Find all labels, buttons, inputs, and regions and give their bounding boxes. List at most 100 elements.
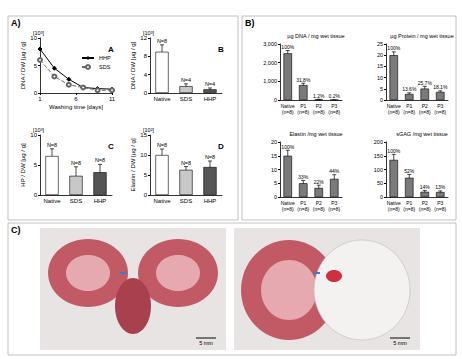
svg-text:0: 0	[380, 97, 383, 103]
svg-text:Native: Native	[153, 198, 171, 204]
svg-text:10: 10	[271, 167, 277, 173]
svg-text:[10²]: [10²]	[143, 127, 154, 133]
svg-text:15: 15	[271, 153, 277, 159]
svg-text:Native: Native	[43, 198, 61, 204]
svg-text:(n=8): (n=8)	[434, 109, 446, 115]
svg-text:0: 0	[274, 194, 277, 200]
svg-text:5 mm: 5 mm	[199, 340, 213, 346]
svg-text:C): C)	[11, 225, 21, 235]
svg-text:6: 6	[74, 96, 78, 102]
svg-text:(n=8): (n=8)	[328, 206, 340, 212]
svg-text:4: 4	[144, 72, 148, 78]
svg-text:SDS: SDS	[70, 198, 82, 204]
svg-text:[10³]: [10³]	[143, 30, 154, 36]
svg-text:HHP: HHP	[204, 96, 217, 102]
svg-text:8: 8	[144, 53, 148, 59]
svg-text:(n=8): (n=8)	[403, 109, 415, 115]
svg-text:13%: 13%	[435, 184, 446, 190]
svg-text:1,000: 1,000	[263, 78, 277, 84]
svg-text:(n=8): (n=8)	[297, 206, 309, 212]
svg-text:25: 25	[377, 41, 383, 47]
svg-text:Elastin / DW [µg / g]: Elastin / DW [µg / g]	[130, 138, 136, 191]
svg-text:33%: 33%	[298, 174, 309, 180]
svg-text:(n=8): (n=8)	[297, 109, 309, 115]
svg-text:0: 0	[34, 90, 38, 96]
svg-text:B): B)	[245, 18, 255, 28]
svg-text:(n=8): (n=8)	[282, 206, 294, 212]
svg-text:µg Protein / mg wet tissue: µg Protein / mg wet tissue	[390, 33, 453, 39]
svg-text:C: C	[108, 142, 114, 151]
svg-text:D: D	[218, 142, 224, 151]
svg-text:(n=8): (n=8)	[388, 109, 400, 115]
svg-text:0: 0	[144, 90, 148, 96]
svg-text:0.2%: 0.2%	[329, 93, 341, 99]
svg-text:[10³]: [10³]	[33, 127, 44, 133]
svg-text:100%: 100%	[281, 144, 294, 150]
svg-text:(n=8): (n=8)	[313, 206, 325, 212]
svg-text:5: 5	[34, 63, 38, 69]
svg-text:N=8: N=8	[205, 154, 215, 160]
svg-text:SDS: SDS	[180, 96, 192, 102]
svg-text:Native: Native	[153, 96, 171, 102]
svg-text:1: 1	[38, 96, 42, 102]
svg-text:5: 5	[144, 172, 148, 178]
svg-text:20: 20	[271, 139, 277, 145]
svg-text:sGAG /mg wet tissue: sGAG /mg wet tissue	[396, 131, 448, 137]
svg-text:(n=8): (n=8)	[434, 206, 446, 212]
svg-text:(n=8): (n=8)	[419, 109, 431, 115]
svg-text:11: 11	[109, 96, 116, 102]
svg-text:100%: 100%	[387, 45, 400, 51]
svg-text:2,000: 2,000	[263, 60, 277, 66]
svg-text:31.8%: 31.8%	[296, 77, 311, 83]
svg-text:N=8: N=8	[157, 38, 167, 44]
svg-text:N=8: N=8	[47, 142, 57, 148]
svg-text:A): A)	[11, 18, 21, 28]
svg-text:0: 0	[380, 194, 383, 200]
svg-text:B: B	[218, 45, 224, 54]
svg-text:HHP: HHP	[204, 198, 217, 204]
svg-text:SDS: SDS	[180, 198, 192, 204]
svg-text:25.7%: 25.7%	[418, 80, 433, 86]
svg-text:100%: 100%	[387, 148, 400, 154]
svg-text:N=8: N=8	[71, 160, 81, 166]
svg-text:10: 10	[377, 75, 383, 81]
svg-text:20: 20	[377, 52, 383, 58]
svg-text:1.2%: 1.2%	[313, 93, 325, 99]
svg-text:200: 200	[374, 139, 383, 145]
svg-text:HHP: HHP	[94, 198, 107, 204]
svg-text:3,000: 3,000	[263, 41, 277, 47]
svg-text:HHP: HHP	[99, 55, 111, 61]
svg-text:N=8: N=8	[95, 157, 105, 163]
svg-text:[10³]: [10³]	[33, 30, 44, 36]
svg-text:(n=8): (n=8)	[328, 109, 340, 115]
svg-text:(n=8): (n=8)	[282, 109, 294, 115]
svg-text:SDS: SDS	[99, 64, 111, 70]
svg-text:DNA / DW [µg / g]: DNA / DW [µg / g]	[20, 41, 26, 89]
svg-text:(n=8): (n=8)	[419, 206, 431, 212]
svg-text:N=8: N=8	[157, 142, 167, 148]
svg-text:Elastin /mg wet tissue: Elastin /mg wet tissue	[289, 131, 342, 137]
svg-text:5 mm: 5 mm	[393, 340, 407, 346]
svg-text:µg DNA / mg wet tissue: µg DNA / mg wet tissue	[287, 33, 344, 39]
svg-text:13.6%: 13.6%	[402, 86, 417, 92]
svg-text:15: 15	[377, 63, 383, 69]
svg-text:HP / DW [µg / g]: HP / DW [µg / g]	[20, 143, 26, 187]
svg-text:(n=8): (n=8)	[313, 109, 325, 115]
svg-text:0: 0	[274, 97, 277, 103]
svg-text:10: 10	[140, 152, 147, 158]
svg-text:N=4: N=4	[181, 77, 191, 83]
svg-text:N=8: N=8	[181, 160, 191, 166]
svg-text:5: 5	[380, 86, 383, 92]
svg-text:150: 150	[374, 153, 383, 159]
svg-text:50: 50	[377, 180, 383, 186]
svg-text:0: 0	[34, 192, 38, 198]
svg-text:5: 5	[34, 162, 38, 168]
svg-text:100%: 100%	[281, 44, 294, 50]
svg-text:22%: 22%	[314, 179, 325, 185]
svg-text:44%: 44%	[329, 168, 340, 174]
svg-text:N=4: N=4	[205, 81, 215, 87]
svg-text:DNA / DW [µg / g]: DNA / DW [µg / g]	[130, 41, 136, 89]
svg-text:0: 0	[144, 192, 148, 198]
svg-text:(n=8): (n=8)	[403, 206, 415, 212]
svg-text:52%: 52%	[404, 168, 415, 174]
